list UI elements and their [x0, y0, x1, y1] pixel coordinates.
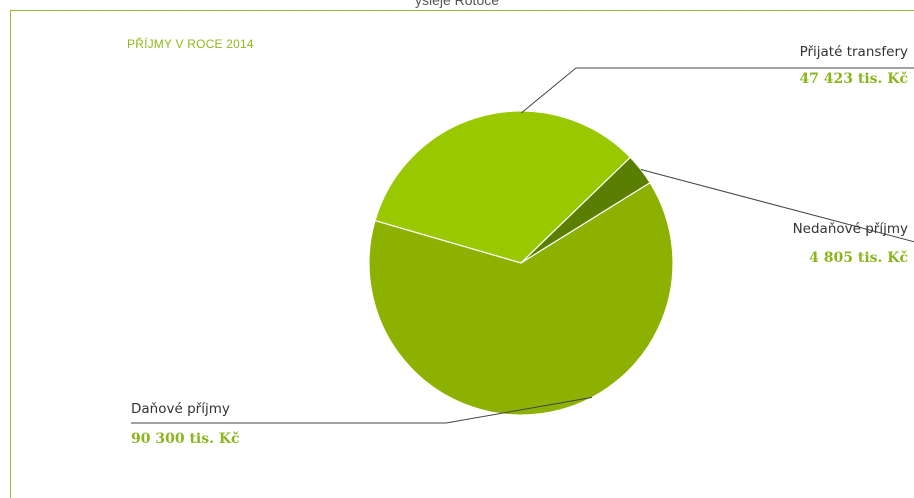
slice-label-value-prijate-transfery: 47 423 tis. Kč [799, 71, 908, 87]
pie-slice-danove-prijmy [368, 181, 674, 416]
cut-off-header-text: ýsleje Rotoce [414, 0, 500, 8]
pie-slice-prijate-transfery [374, 110, 632, 264]
leader-line-nedanove-prijmy [640, 169, 914, 243]
slice-label-value-danove-prijmy: 90 300 tis. Kč [131, 431, 240, 447]
cut-off-header: ýsleje Rotoce [0, 0, 914, 10]
chart-panel: PŘÍJMY V ROCE 2014 Přijaté transfery 47 … [10, 10, 914, 498]
slice-label-value-nedanove-prijmy: 4 805 tis. Kč [809, 250, 908, 266]
leader-line-danove-prijmy [131, 396, 593, 424]
slice-label-name-danove-prijmy: Daňové příjmy [131, 401, 230, 417]
pie-chart [131, 67, 914, 424]
slice-label-name-nedanove-prijmy: Nedaňové příjmy [792, 221, 908, 237]
slice-label-name-prijate-transfery: Přijaté transfery [799, 44, 908, 60]
chart-title: PŘÍJMY V ROCE 2014 [127, 37, 254, 51]
leader-line-prijate-transfery [520, 67, 914, 114]
